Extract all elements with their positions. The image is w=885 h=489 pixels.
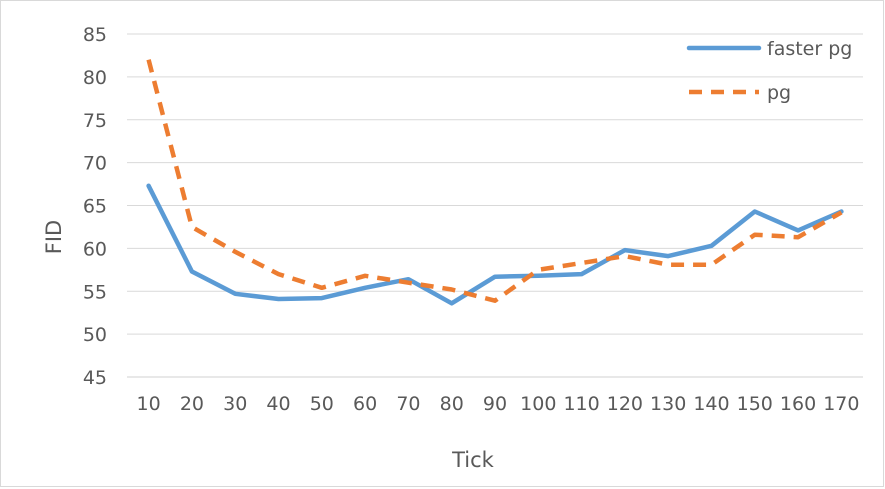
y-tick-label: 85 [83, 24, 107, 46]
series-line-pg [146, 59, 843, 303]
x-tick-label: 90 [483, 393, 507, 415]
x-tick-label: 160 [780, 393, 816, 415]
x-tick-label: 140 [693, 393, 729, 415]
x-tick-label: 110 [563, 393, 599, 415]
x-tick-labels: 10 20 30 40 50 60 70 80 90 100 110 120 130 140 150 160 1… [137, 393, 860, 415]
y-tick-label: 80 [83, 67, 107, 89]
x-tick-label: 30 [223, 393, 247, 415]
series-lines [146, 59, 844, 306]
x-tick-label: 70 [396, 393, 420, 415]
x-tick-label: 120 [607, 393, 643, 415]
y-axis-title: FID [42, 220, 66, 254]
y-tick-label: 50 [83, 324, 107, 346]
x-tick-label: 150 [737, 393, 773, 415]
y-tick-label: 55 [83, 281, 107, 303]
x-tick-label: 100 [520, 393, 556, 415]
x-tick-label: 20 [180, 393, 204, 415]
x-tick-label: 40 [266, 393, 290, 415]
y-tick-label: 70 [83, 153, 107, 175]
legend-label: faster pg [767, 38, 852, 60]
y-tick-label: 75 [83, 110, 107, 132]
x-tick-label: 50 [310, 393, 334, 415]
legend: faster pg pg [686, 38, 852, 104]
series-line-faster-pg [146, 183, 844, 306]
legend-label: pg [767, 82, 791, 104]
x-tick-label: 80 [440, 393, 464, 415]
y-tick-labels: 45 50 55 60 65 70 75 80 85 [83, 24, 107, 389]
x-tick-label: 170 [823, 393, 859, 415]
x-tick-label: 60 [353, 393, 377, 415]
y-tick-label: 60 [83, 238, 107, 260]
x-tick-label: 130 [650, 393, 686, 415]
gridlines [127, 33, 863, 378]
y-tick-label: 65 [83, 196, 107, 218]
x-axis-title: Tick [451, 448, 495, 472]
x-tick-label: 10 [137, 393, 161, 415]
y-tick-label: 45 [83, 367, 107, 389]
